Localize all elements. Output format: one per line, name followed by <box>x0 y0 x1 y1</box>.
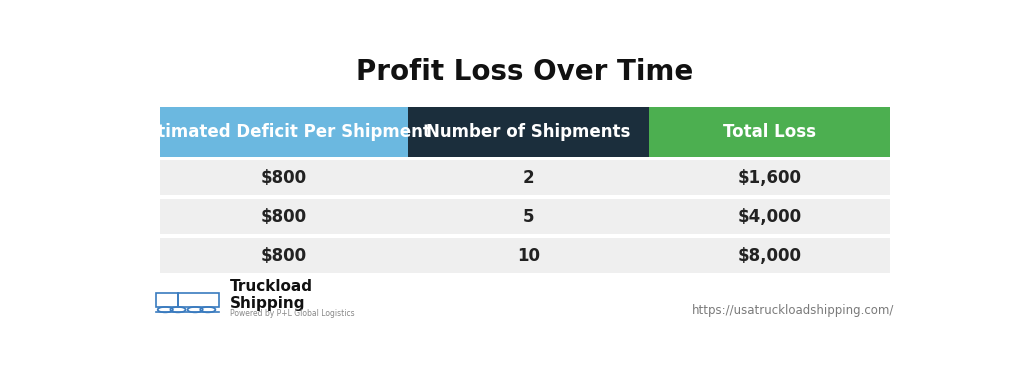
Text: Profit Loss Over Time: Profit Loss Over Time <box>356 58 693 86</box>
Text: $4,000: $4,000 <box>737 208 802 225</box>
FancyBboxPatch shape <box>160 107 408 156</box>
Text: Powered by P+L Global Logistics: Powered by P+L Global Logistics <box>229 308 354 317</box>
Text: 10: 10 <box>517 246 540 265</box>
Text: $800: $800 <box>261 208 307 225</box>
FancyBboxPatch shape <box>408 199 649 234</box>
Text: $800: $800 <box>261 246 307 265</box>
FancyBboxPatch shape <box>649 107 890 156</box>
Text: Number of Shipments: Number of Shipments <box>426 123 631 141</box>
Text: Total Loss: Total Loss <box>723 123 816 141</box>
Text: https://usatruckloadshipping.com/: https://usatruckloadshipping.com/ <box>691 304 894 317</box>
FancyBboxPatch shape <box>408 238 649 273</box>
FancyBboxPatch shape <box>160 160 408 196</box>
FancyBboxPatch shape <box>160 199 408 234</box>
Text: Shipping: Shipping <box>229 296 305 311</box>
FancyBboxPatch shape <box>408 107 649 156</box>
FancyBboxPatch shape <box>649 160 890 196</box>
Text: Truckload: Truckload <box>229 279 312 294</box>
Text: $8,000: $8,000 <box>737 246 802 265</box>
FancyBboxPatch shape <box>160 238 408 273</box>
Text: $800: $800 <box>261 169 307 187</box>
Text: 2: 2 <box>522 169 535 187</box>
Text: Estimated Deficit Per Shipment: Estimated Deficit Per Shipment <box>136 123 431 141</box>
FancyBboxPatch shape <box>649 238 890 273</box>
Text: 5: 5 <box>522 208 535 225</box>
FancyBboxPatch shape <box>649 199 890 234</box>
FancyBboxPatch shape <box>408 160 649 196</box>
Text: $1,600: $1,600 <box>737 169 802 187</box>
